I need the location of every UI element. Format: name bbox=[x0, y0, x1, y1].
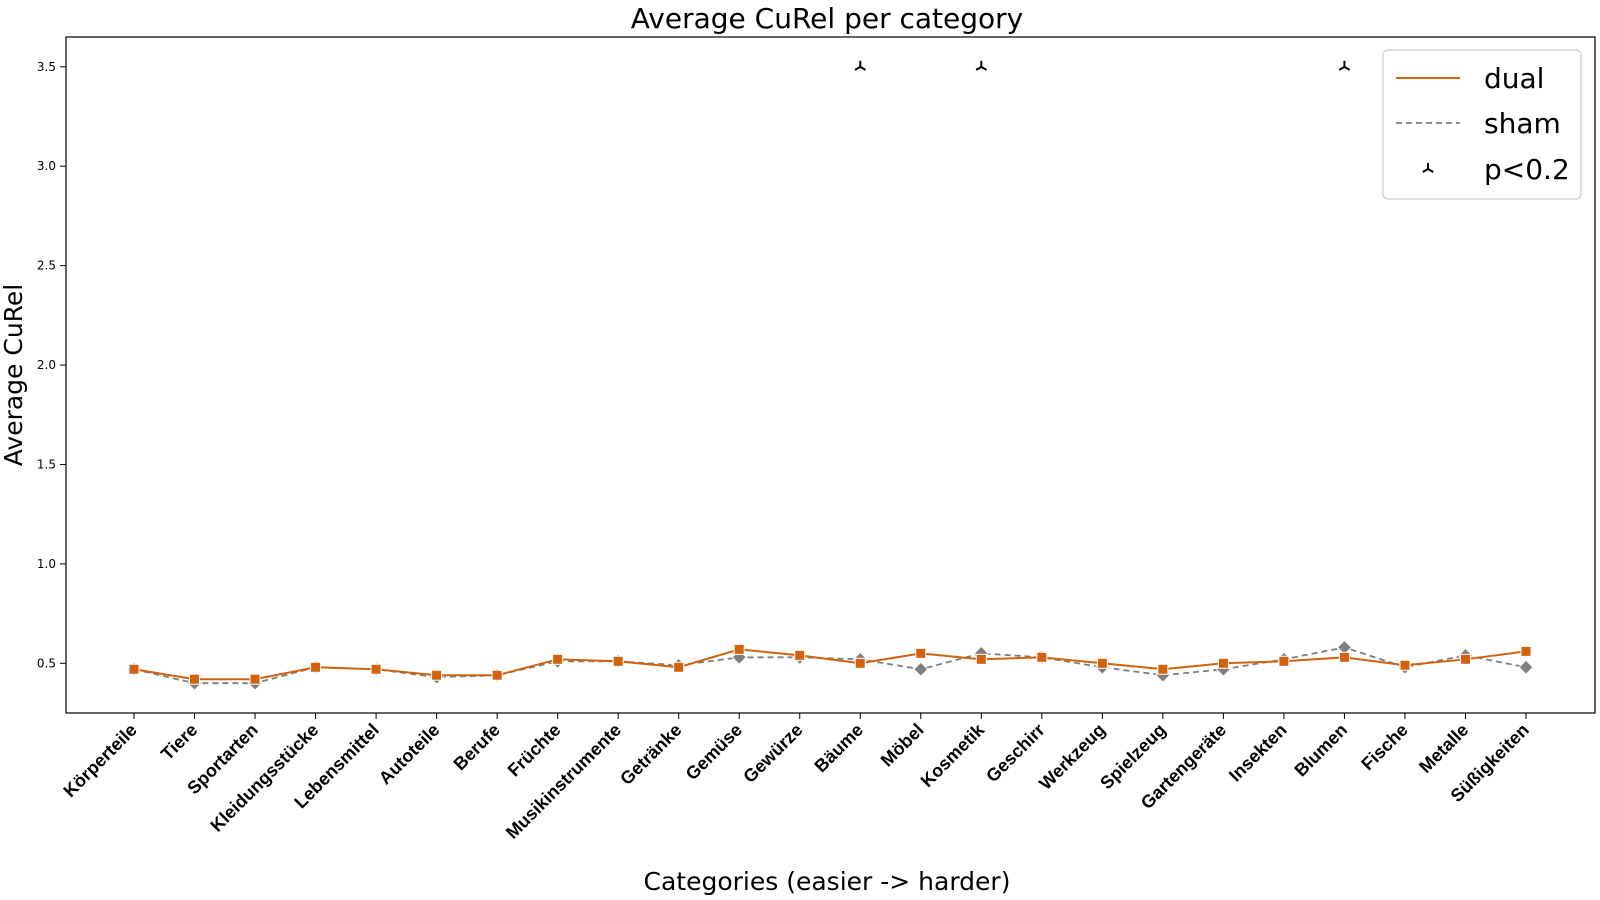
legend: dual sham p<0.2 bbox=[1382, 49, 1582, 200]
x-tick-label: Werkzeug bbox=[1035, 720, 1109, 794]
x-axis-label: Categories (easier -> harder) bbox=[644, 867, 1011, 896]
data-point-dual bbox=[915, 647, 927, 659]
data-point-dual bbox=[431, 669, 443, 681]
data-point-dual bbox=[1338, 651, 1350, 663]
y-tick-label: 3.5 bbox=[37, 60, 56, 74]
x-tick-label: Möbel bbox=[877, 720, 928, 771]
data-point-dual bbox=[491, 669, 503, 681]
data-point-dual bbox=[733, 643, 745, 655]
y-tick-label: 0.5 bbox=[37, 656, 56, 670]
data-point-dual bbox=[370, 663, 382, 675]
y-tick-label: 1.0 bbox=[37, 557, 56, 571]
x-tick-label: Kosmetik bbox=[917, 719, 989, 791]
chart-title: Average CuRel per category bbox=[631, 2, 1023, 35]
x-tick-label: Tiere bbox=[157, 720, 201, 764]
series-line-dual bbox=[133, 648, 1527, 681]
legend-label: p<0.2 bbox=[1484, 153, 1570, 186]
x-tick-label: Blumen bbox=[1290, 720, 1351, 781]
data-point-dual bbox=[854, 657, 866, 669]
y-tick-label: 2.0 bbox=[37, 358, 56, 372]
x-tick-label: Früchte bbox=[504, 720, 565, 781]
x-tick-label: Kleidungsstücke bbox=[206, 720, 322, 836]
plot-frame bbox=[65, 36, 1596, 714]
x-tick-label: Fische bbox=[1357, 720, 1411, 774]
x-tick-label: Autoteile bbox=[375, 720, 444, 789]
data-point-dual bbox=[975, 653, 987, 665]
data-point-dual bbox=[1096, 657, 1108, 669]
legend-box bbox=[1382, 49, 1582, 200]
y-tick-label: 2.5 bbox=[37, 259, 56, 273]
data-point-dual bbox=[552, 653, 564, 665]
data-point-dual bbox=[189, 673, 201, 685]
data-point-sham bbox=[1518, 659, 1534, 675]
series-line-sham bbox=[133, 646, 1527, 685]
data-point-dual bbox=[310, 661, 322, 673]
data-point-dual bbox=[1520, 645, 1532, 657]
significance-marker bbox=[854, 60, 866, 71]
x-tick-label: Berufe bbox=[450, 720, 504, 774]
data-point-dual bbox=[128, 663, 140, 675]
y-tick-label: 1.5 bbox=[37, 457, 56, 471]
x-tick-label: Bäume bbox=[810, 720, 867, 777]
x-tick-label: Gewürze bbox=[739, 720, 806, 787]
data-point-sham bbox=[913, 661, 929, 677]
x-tick-label: Metalle bbox=[1415, 720, 1472, 777]
data-point-dual bbox=[794, 649, 806, 661]
significance-marker bbox=[975, 60, 988, 71]
data-point-dual bbox=[1399, 659, 1411, 671]
data-point-dual bbox=[673, 661, 685, 673]
x-tick-label: Musikinstrumente bbox=[502, 720, 625, 843]
x-tick-label: Körperteile bbox=[59, 720, 140, 801]
data-point-dual bbox=[1278, 655, 1290, 667]
data-point-dual bbox=[612, 655, 624, 667]
significance-marker bbox=[1338, 60, 1351, 71]
data-point-dual bbox=[1157, 663, 1169, 675]
legend-swatch-significance bbox=[1422, 163, 1434, 173]
y-axis-label: Average CuRel bbox=[0, 284, 28, 466]
data-point-dual bbox=[1217, 657, 1229, 669]
x-tick-label: Getränke bbox=[616, 720, 685, 789]
x-tick-label: Insekten bbox=[1225, 720, 1291, 786]
data-point-dual bbox=[249, 673, 261, 685]
legend-label: dual bbox=[1484, 62, 1544, 95]
y-tick-label: 3.0 bbox=[37, 159, 56, 173]
data-point-dual bbox=[1036, 651, 1048, 663]
x-tick-label: Gemüse bbox=[682, 720, 746, 784]
data-point-dual bbox=[1459, 653, 1471, 665]
legend-label: sham bbox=[1484, 107, 1561, 140]
